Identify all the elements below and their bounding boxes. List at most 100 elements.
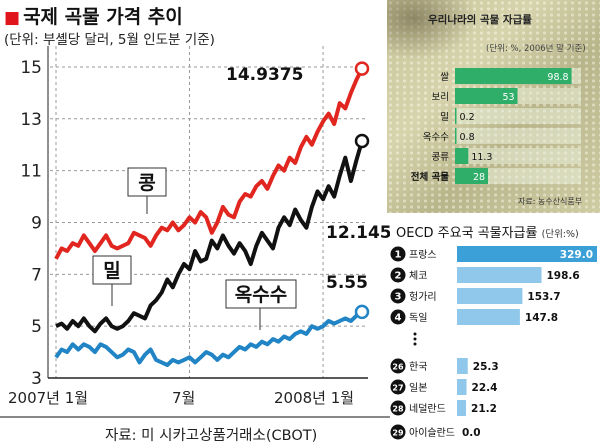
x-tick-label: 2007년 1월 (8, 389, 88, 407)
korea-category-label: 옥수수 (423, 132, 449, 143)
korea-bar (455, 68, 572, 84)
series-end-marker (354, 133, 370, 149)
korea-category-label: 밀 (440, 111, 449, 123)
oecd-rank-badge (390, 288, 406, 304)
korea-bar (455, 108, 457, 124)
korea-value-label: 11.3 (471, 152, 492, 163)
series-end-value-label: 5.55 (326, 273, 368, 293)
oecd-rank-badge (390, 358, 406, 374)
oecd-bar (457, 267, 542, 283)
series-name-label: 옥수수 (235, 284, 287, 306)
x-tick-label: 7월 (172, 389, 195, 407)
oecd-bar (457, 379, 467, 395)
y-tick-label: 15 (20, 58, 42, 78)
photo-shade (387, 0, 477, 60)
oecd-value-label: 198.6 (547, 270, 580, 282)
korea-value-label: 28 (473, 172, 485, 183)
oecd-bar (457, 400, 467, 416)
oecd-value-label: 329.0 (560, 249, 593, 261)
korea-value-label: 53 (502, 92, 514, 103)
oecd-rank-number: 2 (395, 271, 402, 282)
y-tick-label: 9 (31, 213, 42, 233)
oecd-bar (457, 358, 468, 374)
chart-title-text: 국제 곡물 가격 추이 (23, 6, 183, 28)
oecd-ellipsis-dot (413, 342, 417, 346)
korea-category-label: 쌀 (440, 72, 449, 83)
oecd-rank-number: 4 (395, 313, 402, 324)
y-tick-label: 7 (31, 265, 42, 285)
korea-bar (455, 128, 457, 144)
korea-chart-subtitle: (단위: %, 2006년 말 기준) (486, 44, 586, 54)
oecd-country-label: 체코 (409, 270, 427, 282)
oecd-value-label: 0.0 (462, 427, 481, 439)
series-name-box (92, 255, 132, 285)
oecd-bar-chart: 1 프랑스 329.0 2 체코 198.6 3 헝가리 153.7 4 독일 147.8 26 한국 25… (390, 246, 597, 440)
chart-subtitle: (단위: 부셸당 달러, 5월 인도분 기준) (4, 32, 215, 48)
oecd-country-label: 헝가리 (409, 291, 437, 303)
series-name-box (127, 167, 167, 197)
oecd-rank-badge (390, 267, 406, 283)
oecd-chart-title: OECD 주요국 곡물자급률 (단위:%) (396, 222, 579, 241)
oecd-country-label: 독일 (409, 312, 427, 324)
series-name-box (225, 279, 297, 309)
korea-bar-track (455, 148, 581, 164)
oecd-unit-label: (단위:%) (541, 229, 579, 240)
oecd-ellipsis-dot (413, 332, 417, 336)
oecd-rank-number: 28 (392, 405, 404, 414)
oecd-bar (457, 288, 523, 304)
y-tick-label: 11 (20, 162, 42, 182)
x-tick-label: 2008년 1월 (274, 389, 354, 407)
oecd-value-label: 25.3 (473, 361, 499, 373)
korea-chart-title: 우리나라의 곡물 자급률 (428, 14, 532, 26)
series-end-value-label: 12.145 (326, 223, 390, 243)
oecd-bar (457, 309, 520, 325)
series-name-label: 밀 (103, 260, 120, 282)
oecd-value-label: 153.7 (527, 291, 560, 303)
series-line (54, 67, 364, 260)
oecd-rank-badge (390, 379, 406, 395)
oecd-chart-title-text: OECD 주요국 곡물자급률 (396, 226, 538, 241)
series-end-marker (354, 304, 370, 320)
korea-category-label: 전체 곡물 (411, 171, 450, 183)
oecd-country-label: 아이슬란드 (409, 427, 455, 439)
oecd-country-label: 일본 (409, 382, 427, 394)
oecd-value-label: 147.8 (525, 312, 558, 324)
oecd-country-label: 한국 (409, 361, 427, 373)
oecd-rank-number: 26 (392, 363, 404, 372)
series-line (54, 310, 364, 367)
oecd-rank-number: 1 (395, 250, 402, 261)
korea-bar (455, 168, 489, 184)
oecd-rank-badge (390, 309, 406, 325)
oecd-country-label: 네덜란드 (409, 403, 446, 415)
korea-category-label: 보리 (432, 92, 449, 103)
y-tick-label: 3 (31, 369, 42, 389)
source-text: 자료: 미 시카고상품거래소(CBOT) (105, 428, 318, 444)
oecd-ellipsis-dot (413, 337, 417, 341)
oecd-value-label: 21.2 (471, 403, 497, 415)
korea-value-label: 0.8 (460, 132, 475, 143)
oecd-rank-number: 29 (392, 429, 404, 438)
y-tick-label: 13 (20, 110, 42, 130)
korea-bar-track (455, 128, 581, 144)
korea-chart-source: 자료: 농수산식품부 (518, 197, 583, 206)
korea-value-label: 98.8 (547, 72, 568, 83)
oecd-rank-number: 27 (392, 384, 403, 393)
oecd-country-label: 프랑스 (409, 249, 437, 261)
oecd-rank-number: 3 (395, 292, 402, 303)
series-name-label: 콩 (138, 172, 155, 194)
series-line (55, 140, 364, 334)
oecd-value-label: 22.4 (472, 382, 498, 394)
korea-category-label: 콩류 (432, 152, 450, 163)
korea-bar (455, 148, 469, 164)
y-tick-label: 5 (31, 317, 42, 337)
oecd-rank-badge (390, 400, 406, 416)
korea-value-label: 0.2 (460, 112, 475, 123)
korea-bar-track (455, 108, 581, 124)
korea-bar-chart: 쌀 98.8 보리 53 밀 0.2 옥수수 0.8 콩류 11.3 전체 곡물 28 (411, 68, 581, 184)
oecd-bar (457, 246, 597, 262)
series-end-marker (354, 61, 370, 76)
title-square-icon: ■ (4, 8, 21, 28)
oecd-rank-badge (390, 424, 406, 440)
